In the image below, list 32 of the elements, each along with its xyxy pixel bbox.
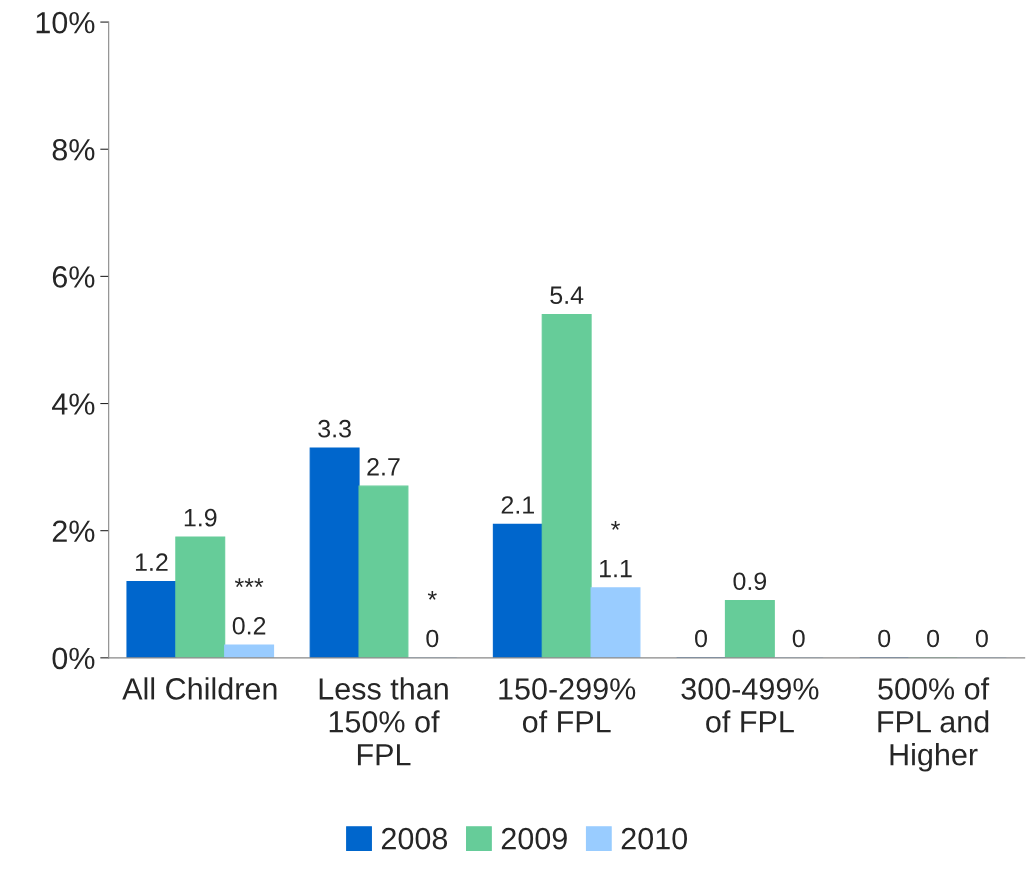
y-tick-label: 10% [36, 11, 95, 34]
data-label: 0.9 [733, 572, 767, 591]
y-tick-label: 2% [52, 520, 95, 542]
data-label: 2.7 [367, 457, 400, 476]
data-label: 1.1 [600, 559, 632, 578]
data-label: 5.4 [550, 286, 584, 305]
annotation: * [611, 521, 620, 530]
legend-label: 2010 [621, 827, 688, 850]
data-label: 3.3 [318, 419, 351, 438]
data-label: 0.2 [232, 616, 266, 635]
y-tick-label: 0% [52, 647, 95, 670]
x-tick-label: 150-299% of FPL [499, 678, 636, 733]
y-tick-label: 6% [52, 266, 95, 288]
annotation: * [427, 591, 437, 600]
data-label: 0 [426, 629, 439, 648]
data-label: 0 [927, 629, 940, 648]
x-tick-label: Less than 150% of FPL [319, 677, 448, 766]
data-label: 0 [792, 629, 805, 648]
data-label: 1.2 [135, 553, 168, 571]
x-tick-label: 500% of FPL and Higher [878, 677, 990, 772]
x-tick-label: All Children [122, 677, 277, 700]
legend-label: 2009 [501, 827, 567, 850]
legend-label: 2008 [381, 827, 448, 850]
data-label: 0 [695, 629, 707, 648]
y-tick-label: 4% [52, 393, 95, 415]
data-label: 0 [975, 629, 988, 648]
annotation: *** [234, 578, 264, 588]
data-label: 0 [878, 629, 891, 648]
data-label: 2.1 [501, 496, 534, 514]
data-label: 1.9 [184, 508, 217, 527]
x-tick-label: 300-499% of FPL [681, 678, 819, 733]
y-tick-label: 8% [52, 138, 95, 161]
